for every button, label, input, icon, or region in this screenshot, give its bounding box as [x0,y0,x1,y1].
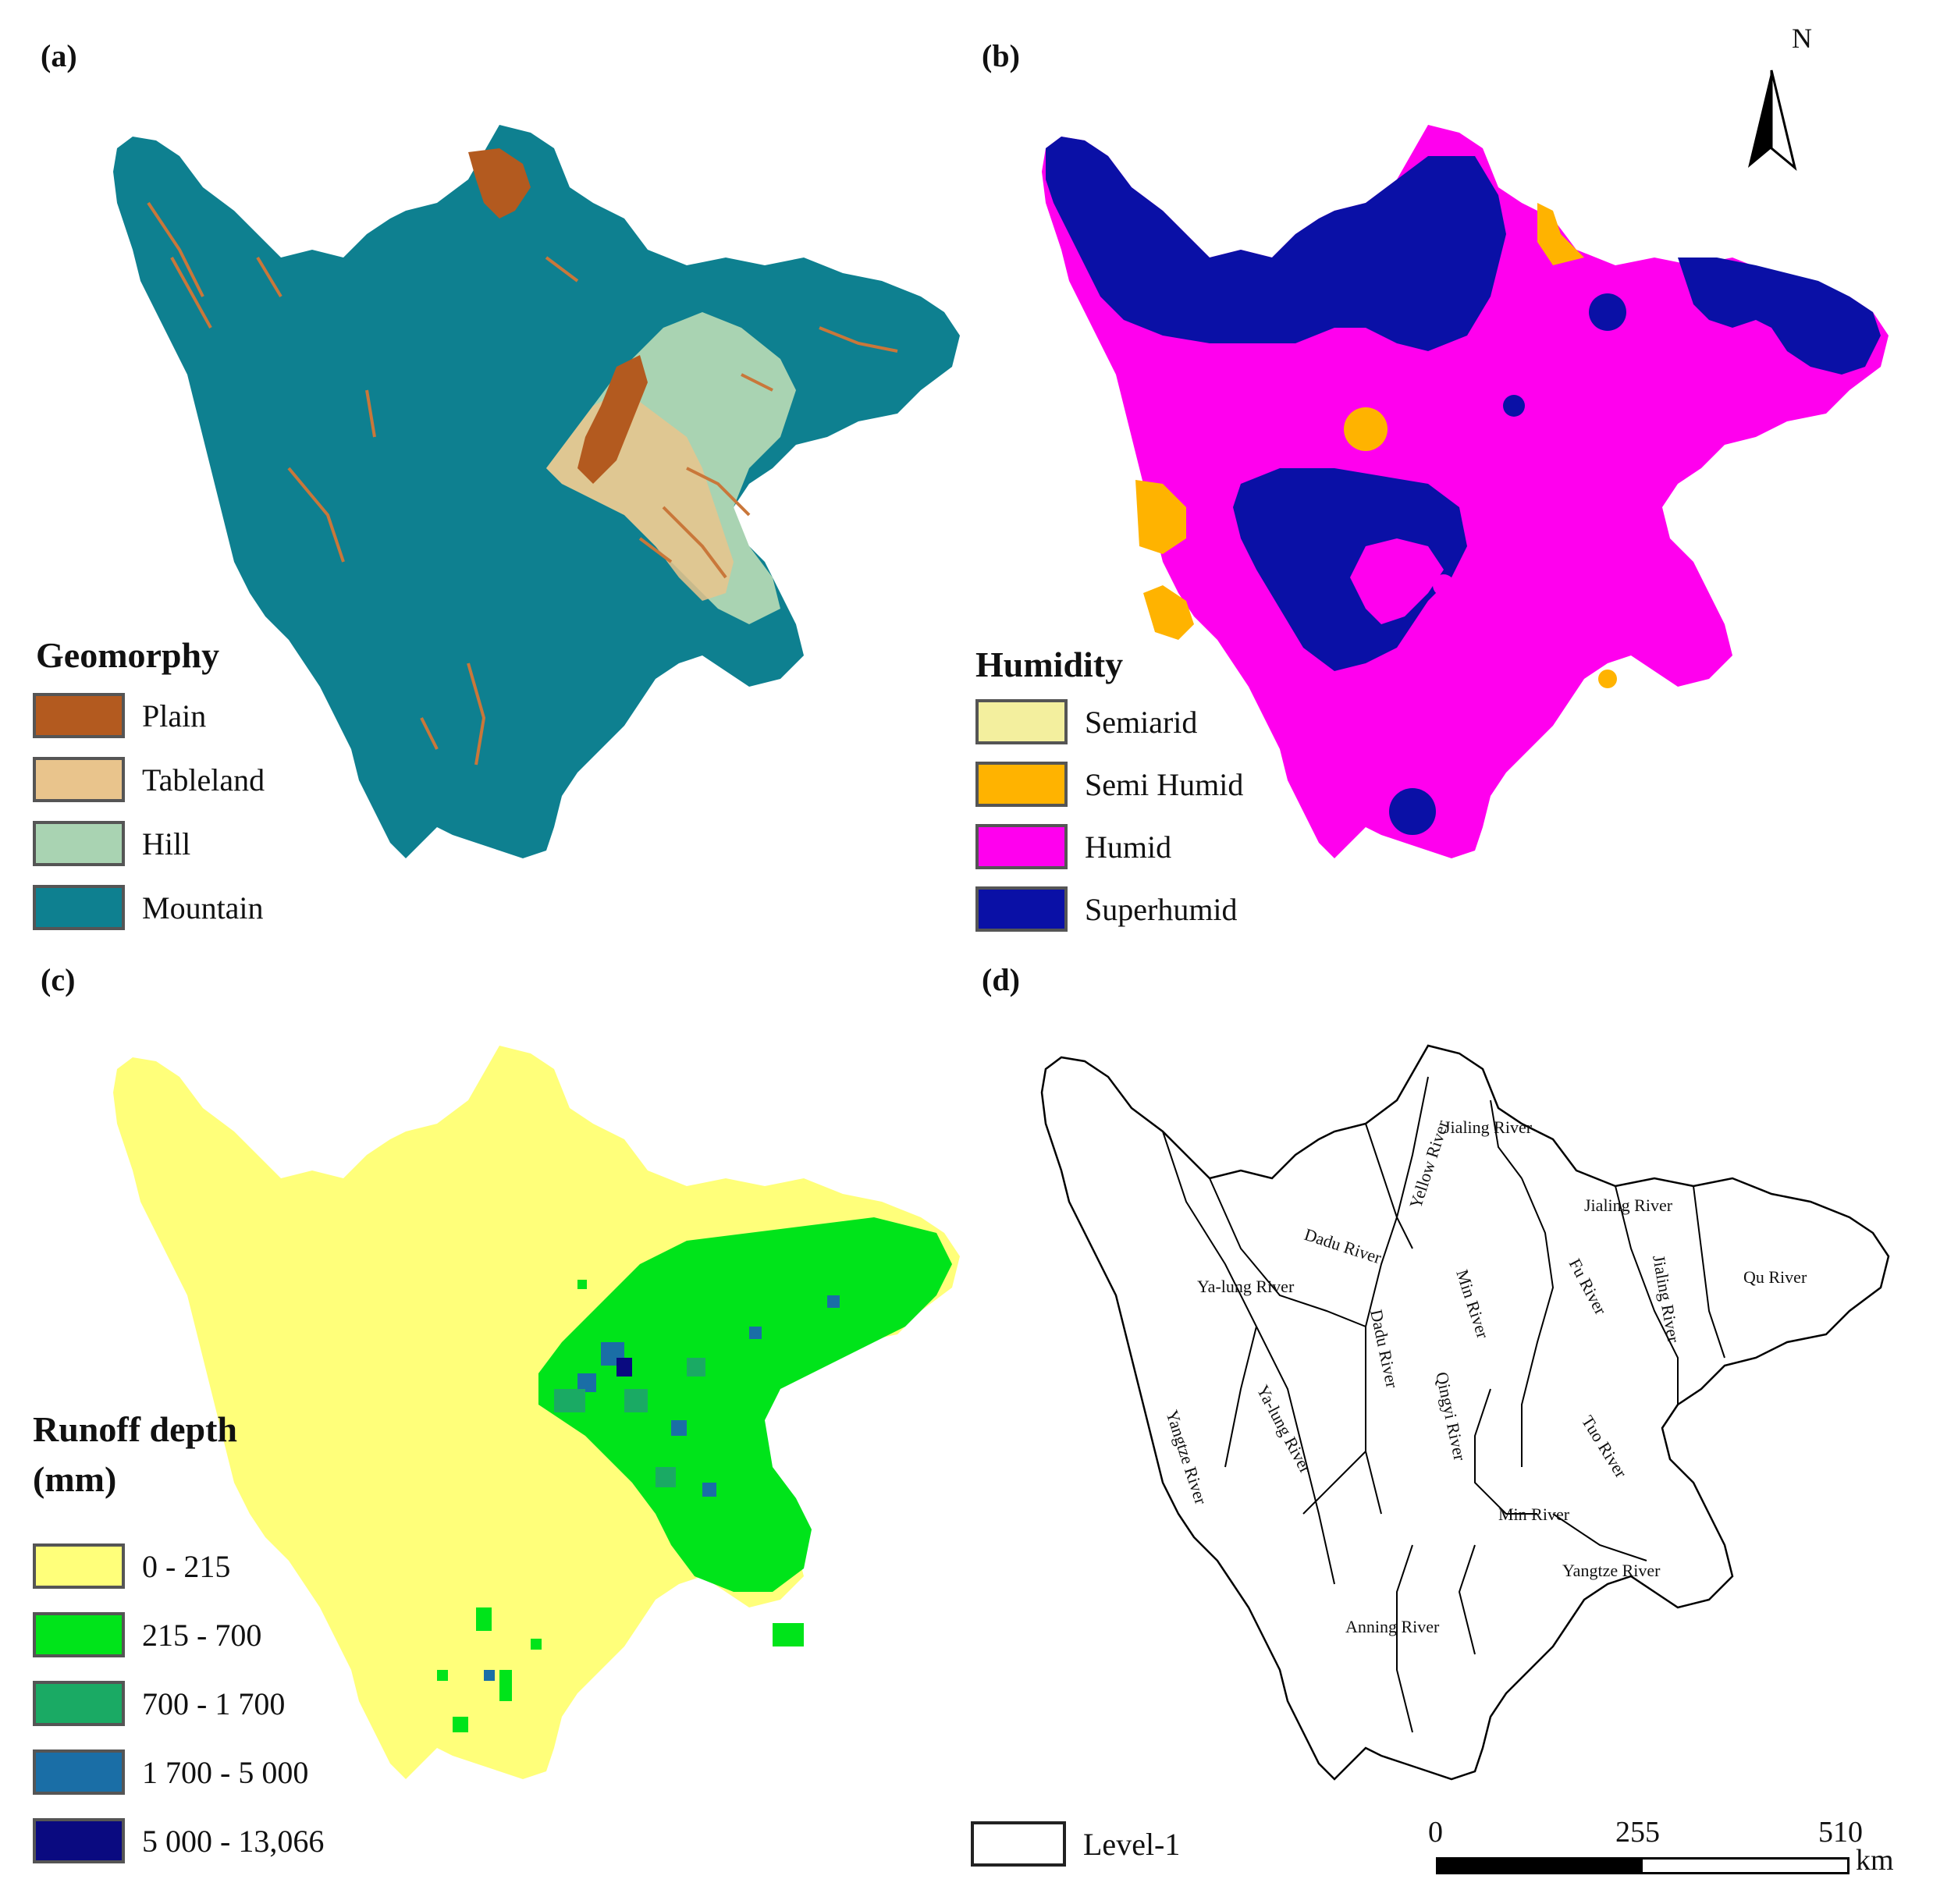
panel-c-label: (c) [41,962,76,997]
swatch-semiarid [975,699,1068,744]
swatch-mountain [33,885,125,930]
valley-streaks [147,201,898,766]
legend-item-mountain: Mountain [33,885,264,930]
swatch-plain [33,693,125,738]
superhumid-south-spot [1389,788,1436,835]
panel-b-map [1042,69,1889,858]
scale-bar-white [1643,1860,1847,1872]
legend-item-semiarid: Semiarid [975,699,1197,744]
swatch-runoff-215-700 [33,1612,125,1657]
legend-item-hill: Hill [33,821,190,866]
superhumid-spot-2 [1589,293,1626,331]
swatch-hill [33,821,125,866]
runoff-5000-13066-cell [616,1358,632,1376]
superhumid-north [1046,137,1506,351]
panel-a-map [113,125,960,858]
north-plain [468,148,531,218]
legend-item-superhumid: Superhumid [975,886,1238,932]
swatch-runoff-5000-13066 [33,1818,125,1863]
runoff-1700-5000-cells [484,1295,840,1681]
semihumid-spot-2 [1598,670,1617,688]
legend-item-runoff-0-215: 0 - 215 [33,1543,230,1589]
semihumid-west [1135,480,1186,554]
runoff-scattered-cells [437,1241,804,1732]
legend-item-semi-humid: Semi Humid [975,762,1243,807]
north-label: N [1792,23,1812,54]
scale-bar [1436,1857,1849,1874]
panel-b-label: (b) [982,38,1020,73]
panel-c-map [113,1046,960,1779]
legend-item-tableland: Tableland [33,757,265,802]
legend-item-runoff-700-1700: 700 - 1 700 [33,1681,285,1726]
swatch-semi-humid [975,762,1068,807]
legend-item-humid: Humid [975,824,1171,869]
basin-boundaries [1162,1076,1725,1733]
superhumid-northeast [1678,258,1881,375]
runoff-legend-title: Runoff depth [33,1409,238,1449]
panel-d-label: (d) [982,962,1020,997]
swatch-runoff-0-215 [33,1543,125,1589]
swatch-level-1 [971,1821,1066,1867]
swatch-humid [975,824,1068,869]
geomorphy-legend-title: Geomorphy [36,635,220,675]
swatch-runoff-1700-5000 [33,1749,125,1795]
legend-item-runoff-1700-5000: 1 700 - 5 000 [33,1749,308,1795]
legend-item-runoff-5000-13066: 5 000 - 13,066 [33,1818,324,1863]
semihumid-spot-1 [1344,407,1388,451]
runoff-700-1700-cells [554,1358,705,1487]
scale-bar-black [1438,1860,1643,1872]
humid-spot [1433,574,1455,596]
semihumid-north [1537,203,1584,265]
legend-item-plain: Plain [33,693,206,738]
semihumid-west-2 [1143,585,1194,640]
swatch-runoff-700-1700 [33,1681,125,1726]
scale-tick-255: 255 [1615,1816,1660,1849]
scale-unit: km [1856,1844,1894,1877]
scale-tick-0: 0 [1428,1816,1443,1849]
chengdu-plain [577,355,648,484]
panel-a-label: (a) [41,38,77,73]
humid-inset-central [1350,538,1444,624]
superhumid-central [1233,468,1467,671]
swatch-superhumid [975,886,1068,932]
legend-item-level-1: Level-1 [971,1821,1180,1867]
humidity-legend-title: Humidity [975,645,1124,684]
runoff-legend-unit: (mm) [33,1459,117,1499]
legend-item-runoff-215-700: 215 - 700 [33,1612,261,1657]
superhumid-spot-1 [1503,395,1525,417]
swatch-tableland [33,757,125,802]
runoff-215-700-region [538,1217,952,1592]
panel-d-map [1040,1044,1890,1781]
scale-tick-510: 510 [1818,1816,1863,1849]
